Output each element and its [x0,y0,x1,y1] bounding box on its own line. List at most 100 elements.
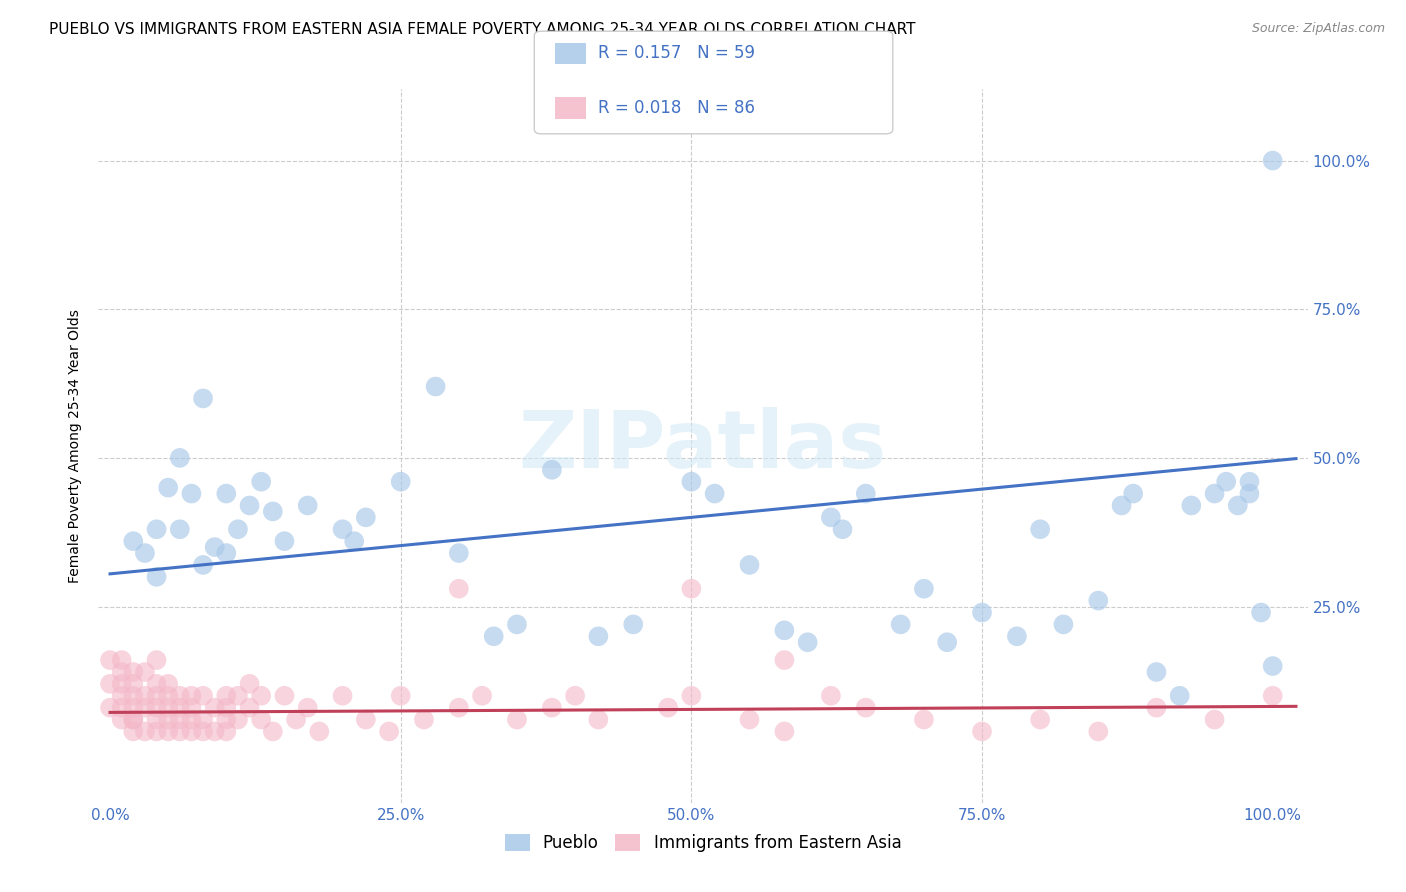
Point [1204,713,1226,727]
Point [1180,499,1202,513]
Point [145,570,167,584]
Point [98,700,121,714]
Point [169,689,191,703]
Point [157,700,180,714]
Point [482,629,505,643]
Text: PUEBLO VS IMMIGRANTS FROM EASTERN ASIA FEMALE POVERTY AMONG 25-34 YEAR OLDS CORR: PUEBLO VS IMMIGRANTS FROM EASTERN ASIA F… [49,22,915,37]
Point [1168,689,1191,703]
Point [1261,659,1284,673]
Point [169,724,191,739]
Point [250,713,273,727]
Point [332,522,354,536]
Point [621,617,644,632]
Point [226,522,249,536]
Point [215,486,238,500]
Point [169,522,191,536]
Point [122,665,145,679]
Point [970,606,993,620]
Text: R = 0.157   N = 59: R = 0.157 N = 59 [598,45,755,62]
Point [773,624,796,638]
Point [239,700,262,714]
Point [855,486,877,500]
Point [1144,700,1167,714]
Point [820,510,842,524]
Text: ZIPatlas: ZIPatlas [519,407,887,485]
Point [912,582,935,596]
Point [273,534,295,549]
Point [681,475,703,489]
Point [1144,665,1167,679]
Point [657,700,679,714]
Point [204,724,226,739]
Point [262,724,284,739]
Text: R = 0.018   N = 86: R = 0.018 N = 86 [598,99,755,117]
Point [134,689,156,703]
Point [226,713,249,727]
Point [191,392,214,406]
Point [250,475,273,489]
Point [1226,499,1249,513]
Point [111,700,134,714]
Point [145,713,167,727]
Point [308,724,330,739]
Point [122,700,145,714]
Point [506,617,529,632]
Point [180,713,202,727]
Point [134,665,156,679]
Point [588,713,610,727]
Point [738,558,761,572]
Point [191,724,214,739]
Point [354,510,377,524]
Point [215,700,238,714]
Point [831,522,853,536]
Point [506,713,529,727]
Point [890,617,912,632]
Point [180,700,202,714]
Point [703,486,725,500]
Point [1204,486,1226,500]
Point [354,713,377,727]
Point [297,700,319,714]
Point [1215,475,1237,489]
Point [855,700,877,714]
Point [180,689,202,703]
Point [204,700,226,714]
Point [471,689,494,703]
Point [157,677,180,691]
Text: Source: ZipAtlas.com: Source: ZipAtlas.com [1251,22,1385,36]
Point [191,713,214,727]
Point [215,689,238,703]
Point [332,689,354,703]
Point [111,653,134,667]
Point [122,713,145,727]
Point [145,677,167,691]
Point [122,689,145,703]
Point [111,665,134,679]
Point [145,689,167,703]
Point [169,700,191,714]
Point [1239,486,1261,500]
Point [111,689,134,703]
Point [111,713,134,727]
Point [1250,606,1272,620]
Point [1029,713,1052,727]
Point [191,558,214,572]
Point [239,677,262,691]
Point [413,713,436,727]
Point [215,546,238,560]
Point [157,689,180,703]
Point [447,582,470,596]
Point [134,546,156,560]
Point [98,677,121,691]
Point [98,653,121,667]
Point [1261,153,1284,168]
Point [145,522,167,536]
Point [169,450,191,465]
Point [540,463,562,477]
Point [215,724,238,739]
Point [1122,486,1144,500]
Point [1087,593,1109,607]
Point [122,724,145,739]
Point [681,689,703,703]
Point [343,534,366,549]
